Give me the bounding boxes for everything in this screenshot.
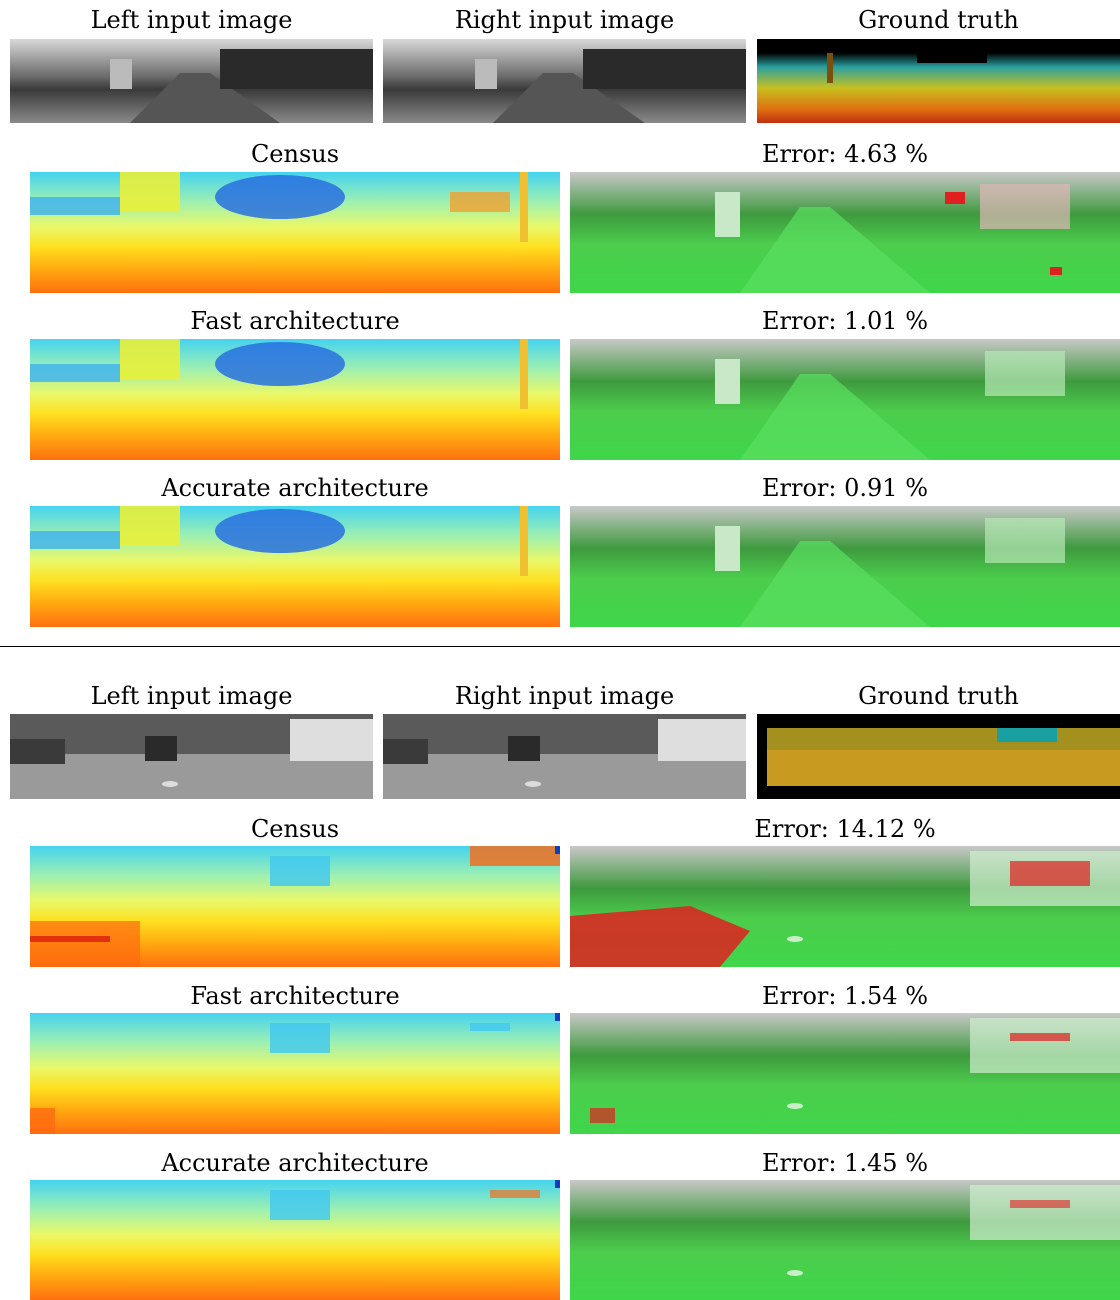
disparity-map [30, 339, 560, 460]
error-value: 1.01 % [844, 307, 928, 335]
error-value: 1.45 % [844, 1149, 928, 1177]
error-caption: Error: 0.91 % [570, 474, 1120, 502]
left-input-image [10, 714, 373, 799]
disparity-map [30, 506, 560, 627]
error-label: Error: [762, 474, 837, 502]
error-map [570, 1180, 1120, 1300]
error-label: Error: [762, 307, 837, 335]
right-input-label: Right input image [454, 6, 675, 34]
error-caption: Error: 1.01 % [570, 307, 1120, 335]
error-map [570, 1013, 1120, 1134]
error-map [570, 172, 1120, 293]
error-label: Error: [762, 982, 837, 1010]
left-input-label: Left input image [90, 6, 293, 34]
error-value: 0.91 % [844, 474, 928, 502]
method-label: Fast architecture [190, 307, 400, 335]
left-input-image [10, 39, 373, 123]
disparity-map [30, 172, 560, 293]
error-map [570, 339, 1120, 460]
error-map [570, 506, 1120, 627]
method-label: Accurate architecture [161, 1149, 429, 1177]
error-value: 4.63 % [844, 140, 928, 168]
error-label: Error: [762, 1149, 837, 1177]
error-value: 14.12 % [836, 815, 936, 843]
ground-truth-image [757, 39, 1120, 123]
error-caption: Error: 1.45 % [570, 1149, 1120, 1177]
disparity-map [30, 1013, 560, 1134]
right-input-image [383, 39, 746, 123]
error-caption: Error: 1.54 % [570, 982, 1120, 1010]
ground-truth-image [757, 714, 1120, 799]
error-caption: Error: 14.12 % [570, 815, 1120, 843]
error-value: 1.54 % [844, 982, 928, 1010]
method-label: Accurate architecture [161, 474, 429, 502]
block-separator [0, 646, 1120, 647]
error-label: Error: [762, 140, 837, 168]
error-map [570, 846, 1120, 967]
error-label: Error: [754, 815, 829, 843]
method-label: Census [250, 815, 340, 843]
disparity-map [30, 1180, 560, 1300]
method-label: Fast architecture [190, 982, 400, 1010]
right-input-label: Right input image [454, 682, 675, 710]
left-input-label: Left input image [90, 682, 293, 710]
method-label: Census [250, 140, 340, 168]
ground-truth-label: Ground truth [858, 682, 1019, 710]
right-input-image [383, 714, 746, 799]
ground-truth-label: Ground truth [858, 6, 1019, 34]
disparity-map [30, 846, 560, 967]
error-caption: Error: 4.63 % [570, 140, 1120, 168]
